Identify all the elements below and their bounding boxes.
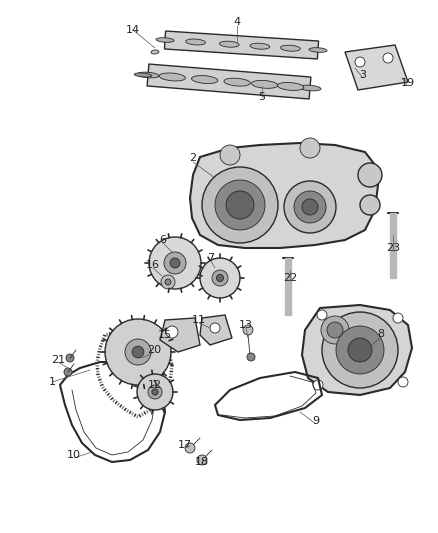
Circle shape (302, 199, 318, 215)
Text: 21: 21 (51, 355, 65, 365)
Ellipse shape (281, 45, 300, 51)
Circle shape (348, 338, 372, 362)
Circle shape (358, 163, 382, 187)
Text: 8: 8 (378, 329, 385, 339)
Circle shape (247, 353, 255, 361)
Text: 9: 9 (312, 416, 320, 426)
Text: 14: 14 (126, 25, 140, 35)
Circle shape (210, 323, 220, 333)
Circle shape (284, 181, 336, 233)
Text: 16: 16 (146, 260, 160, 270)
Text: 17: 17 (178, 440, 192, 450)
Circle shape (317, 310, 327, 320)
Circle shape (336, 326, 384, 374)
Text: 4: 4 (233, 17, 240, 27)
Circle shape (66, 354, 74, 362)
Text: 15: 15 (158, 330, 172, 340)
Circle shape (200, 258, 240, 298)
Text: 6: 6 (159, 235, 166, 245)
Polygon shape (164, 31, 318, 59)
Circle shape (355, 57, 365, 67)
Polygon shape (285, 258, 291, 315)
Polygon shape (147, 64, 311, 99)
Circle shape (360, 195, 380, 215)
Circle shape (137, 374, 173, 410)
Text: 13: 13 (239, 320, 253, 330)
Circle shape (105, 319, 171, 385)
Circle shape (125, 339, 151, 365)
Text: 22: 22 (283, 273, 297, 283)
Text: 20: 20 (147, 345, 161, 355)
Ellipse shape (250, 43, 270, 49)
Ellipse shape (159, 73, 185, 81)
Circle shape (294, 191, 326, 223)
Ellipse shape (156, 38, 174, 42)
Circle shape (149, 237, 201, 289)
Circle shape (212, 270, 228, 286)
Text: 10: 10 (67, 450, 81, 460)
Circle shape (383, 53, 393, 63)
Circle shape (393, 313, 403, 323)
Circle shape (170, 258, 180, 268)
Text: 2: 2 (190, 153, 197, 163)
Polygon shape (160, 318, 200, 352)
Text: 7: 7 (208, 253, 215, 263)
Circle shape (152, 389, 158, 395)
Circle shape (226, 191, 254, 219)
Circle shape (197, 455, 207, 465)
Polygon shape (345, 45, 408, 90)
Circle shape (398, 377, 408, 387)
Circle shape (300, 138, 320, 158)
Circle shape (132, 346, 144, 358)
Polygon shape (190, 143, 378, 248)
Polygon shape (390, 213, 396, 278)
Circle shape (165, 279, 171, 285)
Text: 12: 12 (148, 380, 162, 390)
Polygon shape (200, 315, 232, 345)
Text: 3: 3 (360, 70, 367, 80)
Circle shape (322, 312, 398, 388)
Ellipse shape (251, 80, 278, 88)
Ellipse shape (134, 73, 152, 77)
Ellipse shape (277, 83, 304, 91)
Ellipse shape (299, 85, 321, 91)
Circle shape (327, 322, 343, 338)
Text: 5: 5 (258, 92, 265, 102)
Circle shape (148, 385, 162, 399)
Circle shape (164, 252, 186, 274)
Polygon shape (302, 305, 412, 395)
Circle shape (243, 325, 253, 335)
Circle shape (220, 145, 240, 165)
Circle shape (166, 326, 178, 338)
Ellipse shape (219, 41, 239, 47)
Ellipse shape (186, 39, 205, 45)
Circle shape (216, 274, 224, 281)
Circle shape (202, 167, 278, 243)
Ellipse shape (309, 47, 327, 52)
Ellipse shape (224, 78, 250, 86)
Circle shape (64, 368, 72, 376)
Ellipse shape (137, 72, 159, 78)
Circle shape (185, 443, 195, 453)
Circle shape (321, 316, 349, 344)
Ellipse shape (151, 50, 159, 54)
Text: 18: 18 (195, 457, 209, 467)
Text: 11: 11 (192, 315, 206, 325)
Circle shape (313, 380, 323, 390)
Text: 19: 19 (401, 78, 415, 88)
Text: 1: 1 (49, 377, 56, 387)
Ellipse shape (191, 76, 218, 84)
Circle shape (215, 180, 265, 230)
Circle shape (161, 275, 175, 289)
Text: 23: 23 (386, 243, 400, 253)
